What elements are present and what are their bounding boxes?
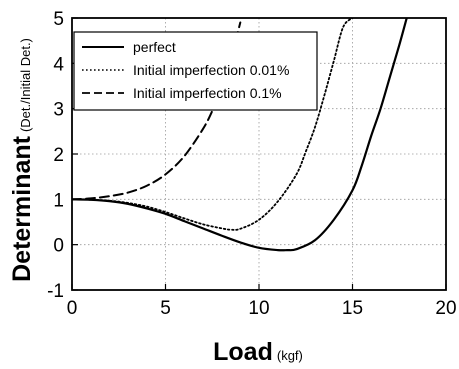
legend: perfect Initial imperfection 0.01% Initi… bbox=[73, 31, 318, 111]
x-tick-label: 0 bbox=[67, 298, 78, 319]
y-tick-label: 5 bbox=[53, 9, 64, 30]
legend-label-imperfection-001: Initial imperfection 0.01% bbox=[133, 62, 289, 78]
y-tick-label: 0 bbox=[53, 236, 64, 257]
legend-label-imperfection-01: Initial imperfection 0.1% bbox=[133, 85, 282, 101]
y-axis-title: Determinant (Det./Initial Det.) bbox=[8, 38, 36, 282]
x-tick-label: 20 bbox=[435, 298, 456, 319]
x-axis-title-main: Load bbox=[213, 338, 273, 366]
y-tick-label: 4 bbox=[53, 54, 64, 75]
x-axis-title-unit: (kgf) bbox=[277, 348, 303, 363]
x-tick-label: 5 bbox=[160, 298, 171, 319]
y-tick-label: 2 bbox=[53, 145, 64, 166]
series-line-perfect bbox=[72, 18, 408, 252]
legend-box bbox=[73, 31, 318, 111]
series-line-imperfection-001 bbox=[72, 18, 354, 231]
y-tick-label: 1 bbox=[53, 190, 64, 211]
x-tick-label: 15 bbox=[342, 298, 363, 319]
legend-label-perfect: perfect bbox=[133, 39, 176, 55]
y-tick-label: 3 bbox=[53, 100, 64, 121]
y-axis-title-unit: (Det./Initial Det.) bbox=[18, 38, 33, 132]
x-tick-label: 10 bbox=[248, 298, 269, 319]
x-axis-title: Load (kgf) bbox=[213, 338, 303, 366]
y-axis-title-main: Determinant bbox=[8, 135, 36, 282]
y-tick-label: -1 bbox=[47, 281, 64, 302]
